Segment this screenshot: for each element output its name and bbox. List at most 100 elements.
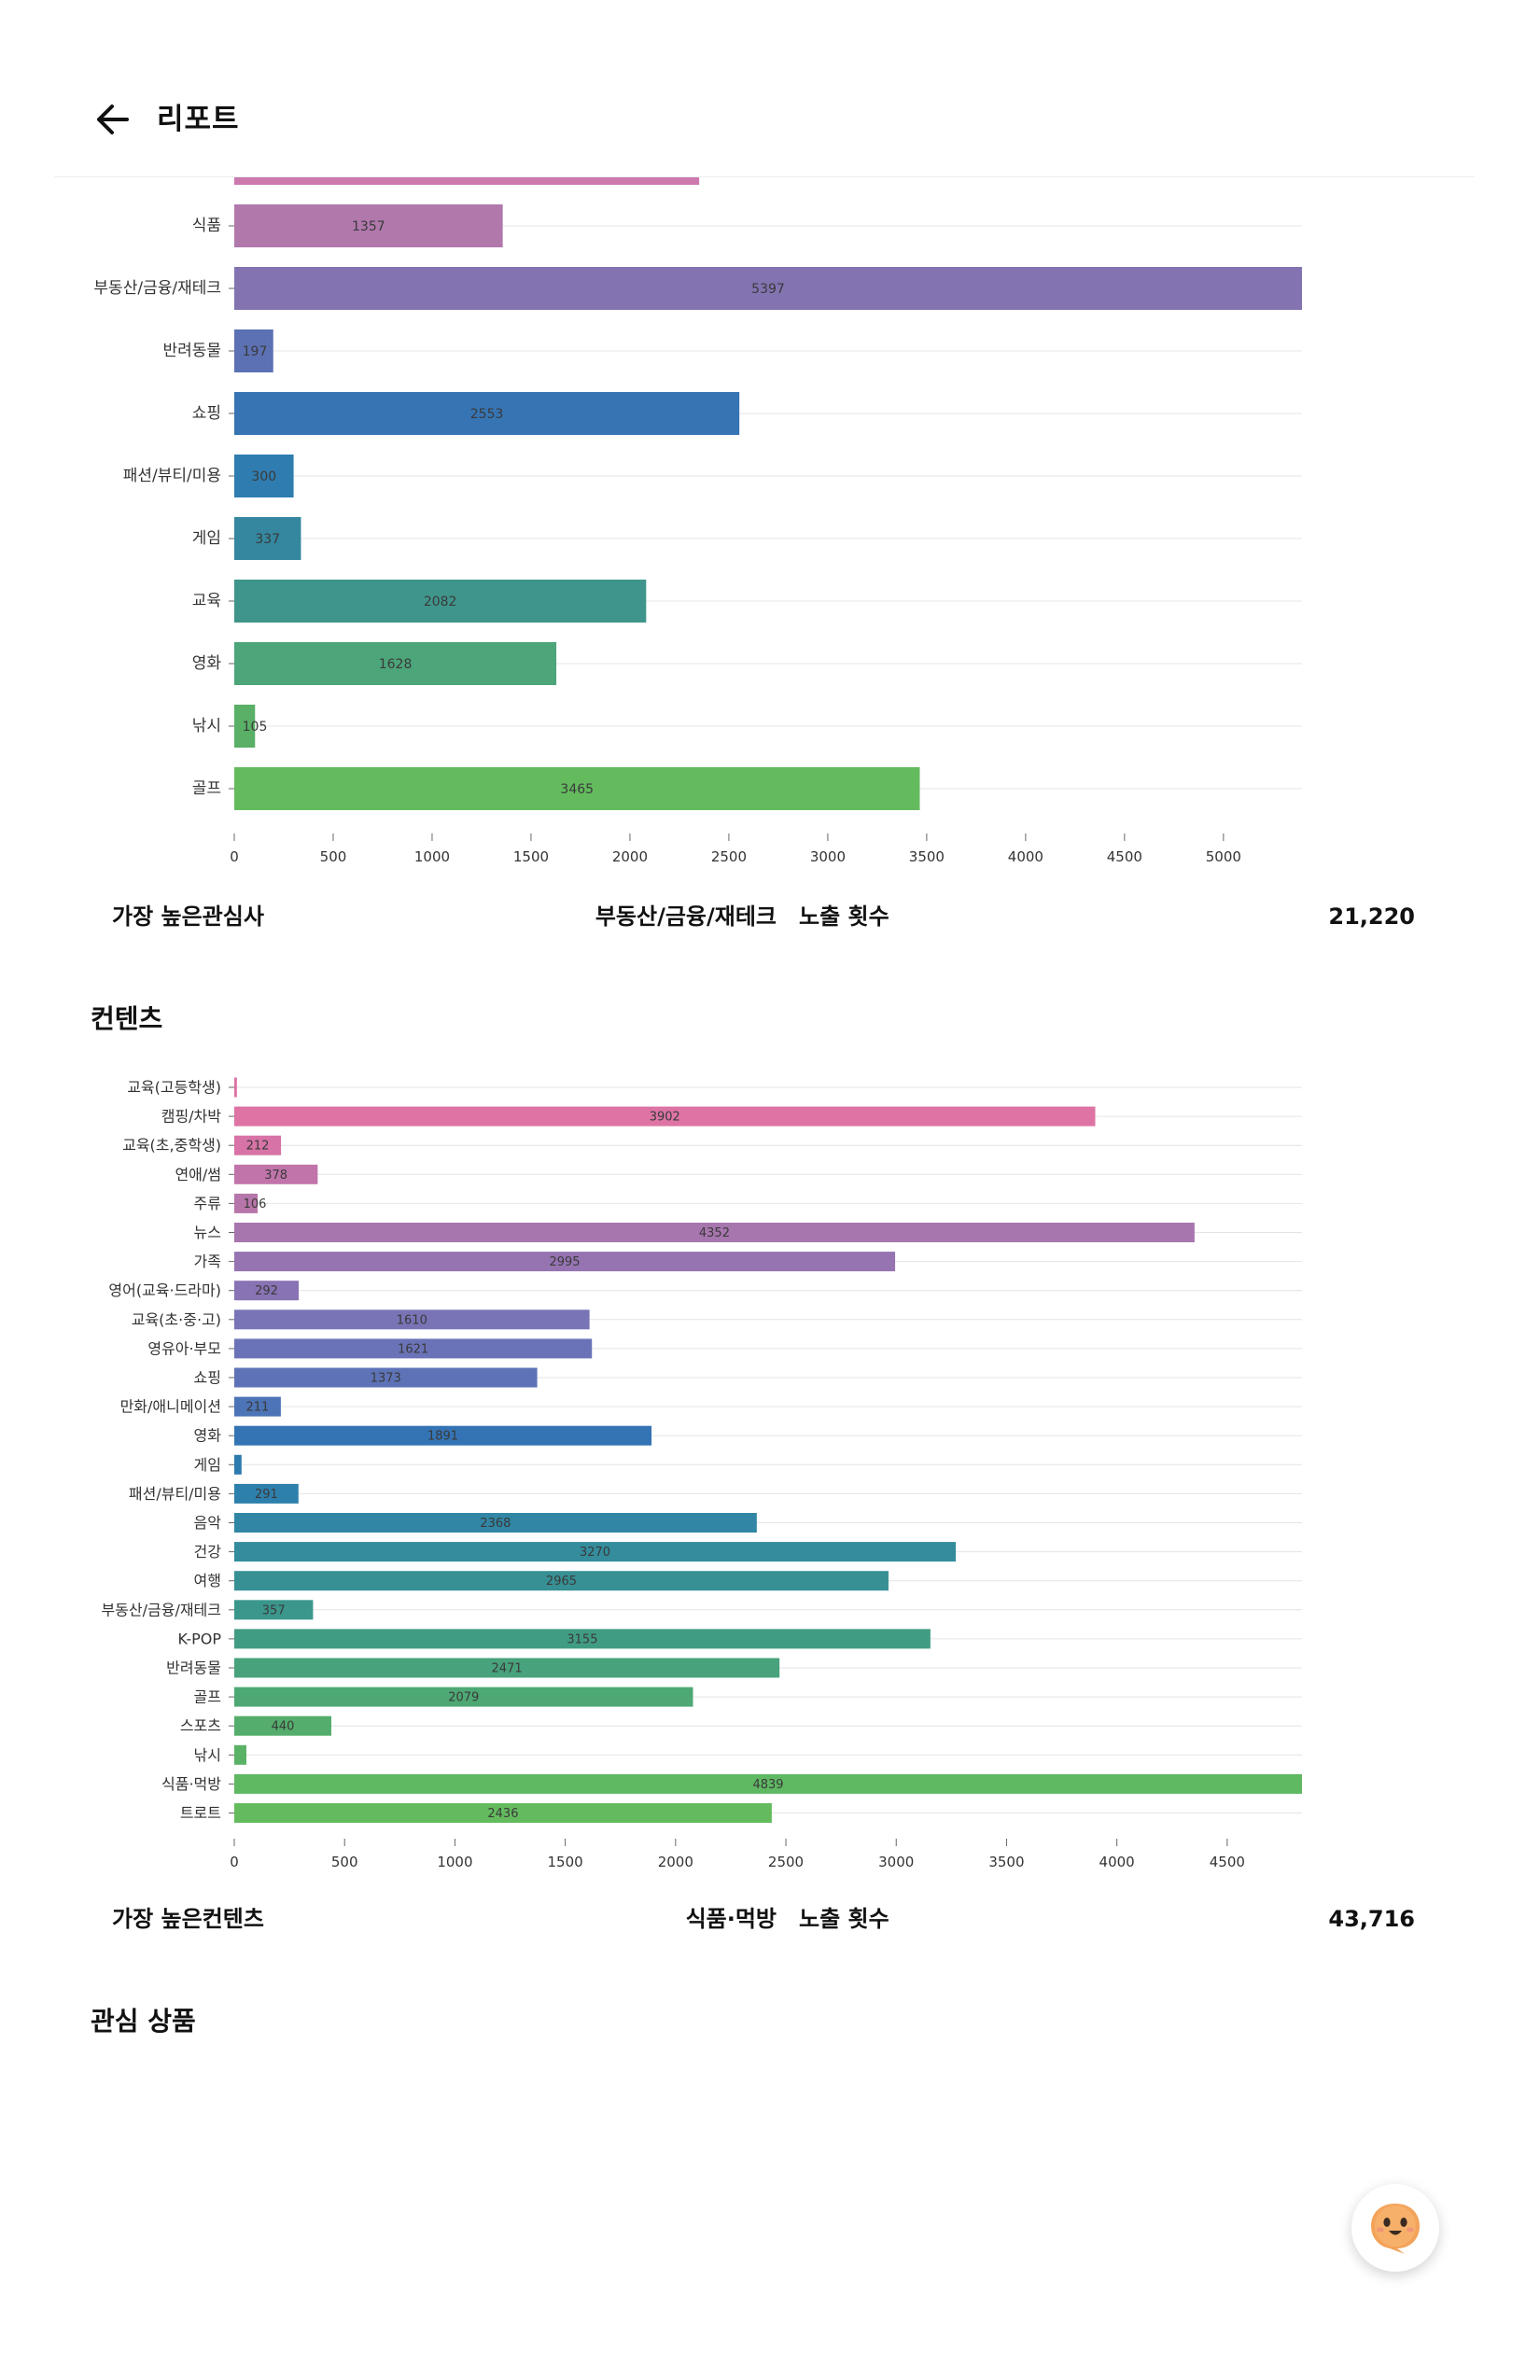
category-label: 캠핑/차박 xyxy=(161,1108,222,1126)
category-label: 게임 xyxy=(192,529,221,548)
x-tick-label: 3500 xyxy=(988,1854,1024,1870)
bar xyxy=(234,1367,538,1388)
bar xyxy=(234,1077,237,1098)
header-divider xyxy=(54,176,1475,177)
bar xyxy=(234,1483,299,1504)
x-tick-label: 4000 xyxy=(1008,848,1043,865)
bar xyxy=(234,1338,593,1359)
category-label: 부동산/금융/재테크 xyxy=(101,1601,221,1618)
bar xyxy=(234,1309,590,1330)
category-label: 식품·먹방 xyxy=(161,1775,221,1793)
category-label: 쇼핑 xyxy=(192,404,221,423)
value-label: 1610 xyxy=(397,1313,427,1327)
category-label: 교육(고등학생) xyxy=(127,1079,221,1097)
value-label: 197 xyxy=(243,344,268,359)
value-label: 211 xyxy=(246,1401,270,1415)
interest-summary-name: 부동산/금융/재테크 xyxy=(595,903,777,930)
category-label: 가족 xyxy=(194,1253,221,1270)
value-label: 2965 xyxy=(546,1575,577,1589)
category-label: 트로트 xyxy=(180,1804,221,1822)
value-label: 357 xyxy=(262,1603,286,1617)
category-label: 연애/썸 xyxy=(175,1166,221,1183)
back-button[interactable] xyxy=(90,97,134,142)
bar xyxy=(234,1658,780,1678)
contents-bar-chart: 교육(고등학생) 캠핑/차박 3902 교육(초,중학생) 212 연애/썸 378 주류 10… xyxy=(0,1064,1540,1885)
category-label: 건강 xyxy=(194,1543,222,1561)
category-label: 게임 xyxy=(194,1456,221,1474)
category-label: 만화/애니메이션 xyxy=(120,1398,221,1416)
category-label: 교육(초·중·고) xyxy=(132,1310,221,1328)
value-label: 1621 xyxy=(398,1342,428,1356)
chatbot-button[interactable] xyxy=(1351,2184,1439,2272)
bar xyxy=(234,1571,889,1591)
contents-summary: 가장 높은컨텐츠 식품·먹방 노출 횟수 43,716 xyxy=(112,1900,1415,1938)
value-label: 106 xyxy=(244,1197,267,1211)
bar xyxy=(234,1164,318,1184)
bar xyxy=(234,1773,1302,1794)
bar xyxy=(234,1803,772,1823)
interest-chart-svg: 식품 1357 부동산/금융/재테크 5397 반려동물 197 쇼핑 2553 패션/뷰티/미… xyxy=(93,140,1302,865)
bar xyxy=(234,455,294,497)
value-label: 2368 xyxy=(480,1517,511,1531)
category-label: 패션/뷰티/미용 xyxy=(129,1485,221,1503)
category-label: 뉴스 xyxy=(194,1224,221,1241)
category-label: 골프 xyxy=(194,1688,221,1706)
interest-bar-chart: 식품 1357 부동산/금융/재테크 5397 반려동물 197 쇼핑 2553 패션/뷰티/미… xyxy=(0,140,1540,887)
x-tick-label: 4000 xyxy=(1099,1854,1135,1870)
bar xyxy=(234,1629,931,1649)
category-label: 교육 xyxy=(192,592,221,610)
bar xyxy=(234,204,503,247)
value-label: 337 xyxy=(255,532,280,547)
category-label: 영화 xyxy=(194,1427,222,1445)
category-label: K-POP xyxy=(178,1630,222,1647)
contents-summary-kind: 노출 횟수 xyxy=(799,1906,889,1932)
bar xyxy=(234,1687,693,1707)
category-label: 패션/뷰티/미용 xyxy=(123,467,221,485)
interest-summary-label: 가장 높은관심사 xyxy=(112,903,264,930)
mascot-face-icon xyxy=(1371,2204,1420,2254)
x-tick-label: 2000 xyxy=(658,1854,693,1870)
x-tick-label: 500 xyxy=(331,1854,358,1870)
value-label: 3465 xyxy=(560,782,594,797)
products-section-title: 관심 상품 xyxy=(91,2006,196,2037)
x-tick-label: 1500 xyxy=(548,1854,583,1870)
category-label: 낚시 xyxy=(192,717,221,735)
bar xyxy=(234,1106,1096,1127)
x-tick-label: 3000 xyxy=(810,848,846,865)
contents-summary-name: 식품·먹방 xyxy=(685,1906,777,1932)
category-label: 음악 xyxy=(194,1514,222,1532)
contents-section-title: 컨텐츠 xyxy=(91,1003,163,1034)
x-tick-label: 3500 xyxy=(909,848,945,865)
x-tick-label: 5000 xyxy=(1206,848,1241,865)
x-tick-label: 4500 xyxy=(1107,848,1142,865)
value-label: 2079 xyxy=(448,1691,479,1705)
interest-summary-kind: 노출 횟수 xyxy=(799,903,889,930)
bar xyxy=(234,1396,281,1417)
category-label: 부동산/금융/재테크 xyxy=(93,279,221,298)
value-label: 440 xyxy=(272,1720,295,1734)
category-label: 영유아·부모 xyxy=(147,1339,221,1357)
category-label: 주류 xyxy=(194,1195,221,1212)
category-label: 영어(교육·드라마) xyxy=(108,1281,221,1299)
x-tick-label: 3000 xyxy=(878,1854,914,1870)
contents-summary-label: 가장 높은컨텐츠 xyxy=(112,1906,264,1932)
value-label: 5397 xyxy=(751,282,785,297)
value-label: 2082 xyxy=(424,595,457,609)
interest-summary: 가장 높은관심사 부동산/금융/재테크 노출 횟수 21,220 xyxy=(112,898,1415,935)
bar xyxy=(234,642,557,685)
contents-chart-svg: 교육(고등학생) 캠핑/차박 3902 교육(초,중학생) 212 연애/썸 378 주류 10… xyxy=(101,1077,1302,1870)
value-label: 1628 xyxy=(379,657,413,672)
bar xyxy=(234,1715,332,1736)
value-label: 105 xyxy=(243,720,268,735)
x-tick-label: 0 xyxy=(230,848,239,865)
bar xyxy=(234,1513,757,1533)
x-tick-label: 500 xyxy=(320,848,347,865)
bar xyxy=(234,1600,314,1620)
bar xyxy=(234,392,740,435)
x-tick-label: 4500 xyxy=(1210,1854,1245,1870)
bar xyxy=(234,1744,247,1765)
category-label: 영화 xyxy=(192,654,222,673)
category-label: 스포츠 xyxy=(180,1717,221,1735)
bar xyxy=(234,329,273,372)
value-label: 2471 xyxy=(492,1662,523,1676)
